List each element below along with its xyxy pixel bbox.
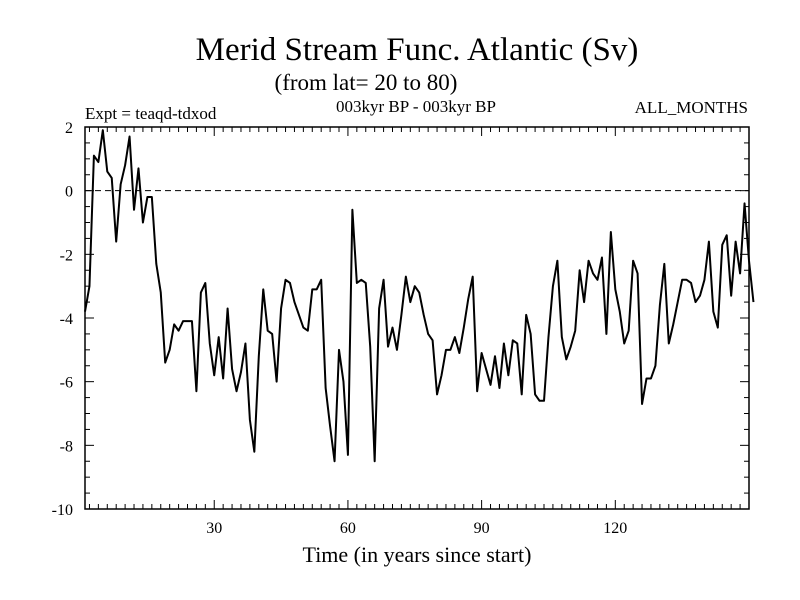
period-label: 003kyr BP - 003kyr BP xyxy=(336,97,496,116)
y-axis-ticks xyxy=(85,126,749,510)
plot-frame xyxy=(84,126,750,510)
x-tick-label: 60 xyxy=(340,520,356,537)
y-tick-label: 0 xyxy=(65,184,73,201)
y-tick-label: 2 xyxy=(65,120,73,137)
experiment-label: Expt = teaqd-tdxod xyxy=(85,104,217,123)
y-tick-label: -2 xyxy=(60,247,73,264)
x-tick-label: 30 xyxy=(206,520,222,537)
y-tick-label: -6 xyxy=(60,375,73,392)
y-tick-label: -10 xyxy=(52,502,73,519)
chart-subtitle: (from lat= 20 to 80) xyxy=(275,70,458,95)
x-tick-label: 90 xyxy=(474,520,490,537)
season-label: ALL_MONTHS xyxy=(635,98,748,117)
y-axis-tick-labels: -10 -8 -6 -4 -2 0 2 xyxy=(52,120,73,519)
x-tick-label: 120 xyxy=(603,520,627,537)
y-tick-label: -4 xyxy=(60,311,73,328)
y-tick-label: -8 xyxy=(60,438,73,455)
chart-title: Merid Stream Func. Atlantic (Sv) xyxy=(196,32,639,68)
x-axis-ticks xyxy=(88,127,750,509)
x-axis-label: Time (in years since start) xyxy=(303,542,532,567)
series-line-stream-function xyxy=(84,129,755,463)
x-axis-tick-labels: 30 60 90 120 xyxy=(206,520,627,537)
